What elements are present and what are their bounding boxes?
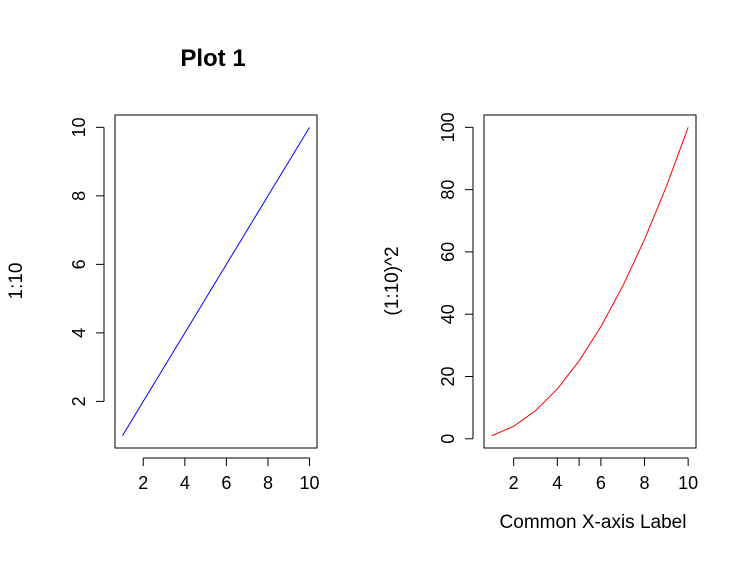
plot-1-y-axis-label: 1:10 xyxy=(6,263,27,300)
plot-2-x-tick-label: 2 xyxy=(509,473,519,493)
plot-1-y-tick-label: 6 xyxy=(69,259,89,269)
plot-1-panel: Plot 1 1:10 2 4 6 8 10 2 4 6 8 10 xyxy=(6,45,320,493)
plot-2-panel: (1:10)^2 Common X-axis Label 2 4 6 8 1002040… xyxy=(382,112,698,533)
plot-2-x-tick-label: 10 xyxy=(678,473,698,493)
plot-1-x-tick-label: 10 xyxy=(300,473,320,493)
plot-2-y-tick-label: 0 xyxy=(438,434,458,444)
plot-2-y-tick-label: 40 xyxy=(438,304,458,324)
plot-2-y-tick-label: 80 xyxy=(438,180,458,200)
plot-1-frame xyxy=(114,114,318,449)
plot-2-x-tick-label: 4 xyxy=(552,473,562,493)
plot-2-x-tick-label: 8 xyxy=(640,473,650,493)
plot-2-y-axis-label: (1:10)^2 xyxy=(382,246,403,315)
plot-1-title: Plot 1 xyxy=(180,45,245,72)
plot-2-frame xyxy=(483,114,697,449)
plot-1-x-tick-label: 2 xyxy=(138,473,148,493)
plot-1-marks: 2 4 6 8 10 2 4 6 8 10 xyxy=(69,117,320,493)
plot-1-x-tick-label: 8 xyxy=(263,473,273,493)
plot-2-y-tick-label: 60 xyxy=(438,242,458,262)
plot-1-series-line-0 xyxy=(122,127,310,436)
plot-1-x-tick-label: 6 xyxy=(221,473,231,493)
plot-1-y-tick-label: 2 xyxy=(69,396,89,406)
plot-2-x-axis-label: Common X-axis Label xyxy=(500,512,687,533)
plot-2-y-tick-label: 20 xyxy=(438,366,458,386)
plot-2-y-tick-label: 100 xyxy=(438,112,458,142)
plot-1-x-tick-label: 4 xyxy=(180,473,190,493)
plot-1-y-tick-label: 4 xyxy=(69,328,89,338)
plot-2-x-tick-label: 6 xyxy=(596,473,606,493)
plot-1-y-tick-label: 8 xyxy=(69,191,89,201)
plot-2-series-line-0 xyxy=(491,127,689,437)
plot-1-y-tick-label: 10 xyxy=(69,117,89,137)
